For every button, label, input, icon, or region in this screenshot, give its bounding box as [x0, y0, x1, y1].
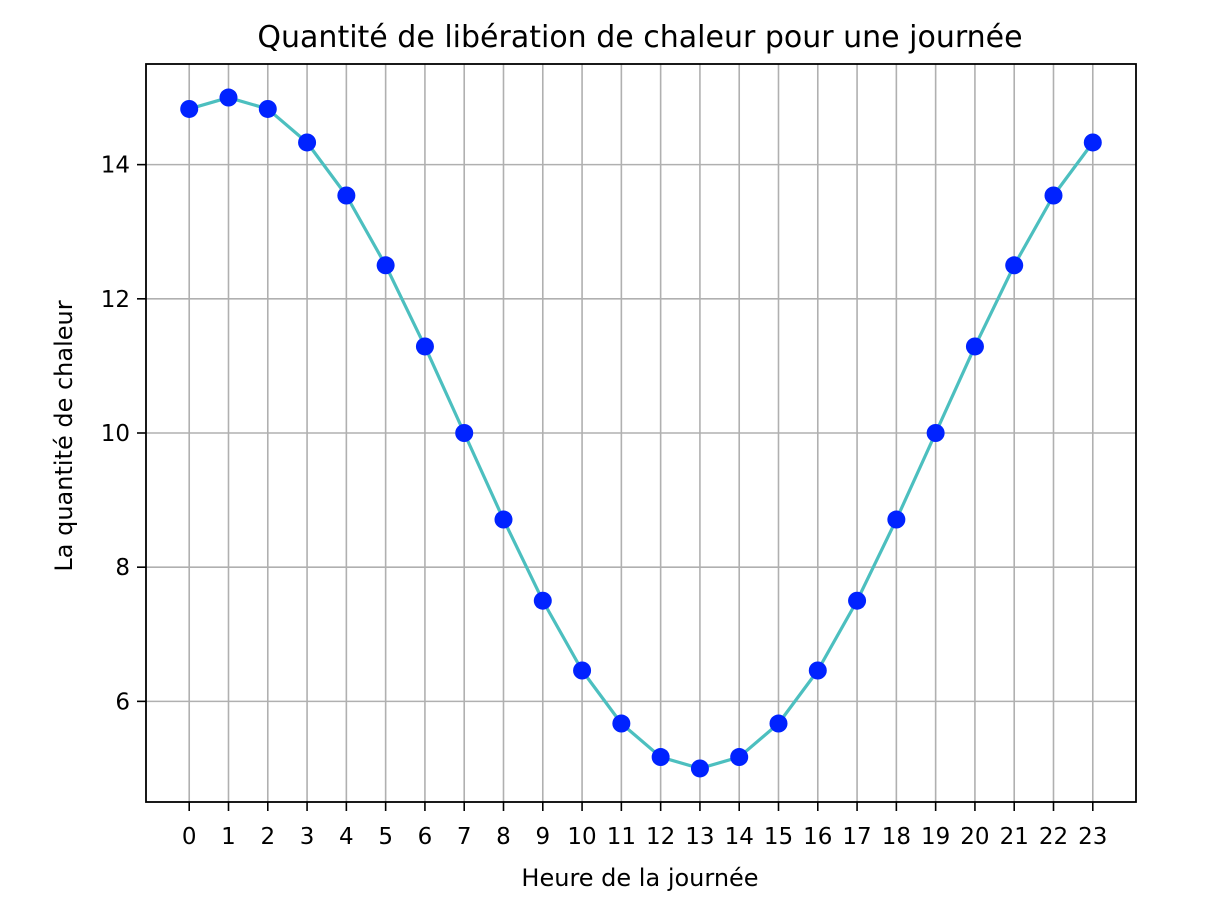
- x-tick-label: 4: [339, 824, 354, 850]
- x-tick-label: 10: [567, 824, 596, 850]
- y-tick-label: 14: [101, 153, 130, 179]
- x-tick-label: 20: [960, 824, 989, 850]
- data-point: [415, 337, 434, 356]
- data-point: [219, 88, 238, 107]
- x-tick-label: 5: [378, 824, 393, 850]
- y-tick-label: 6: [115, 689, 130, 715]
- data-point: [1044, 186, 1063, 205]
- data-point: [1083, 133, 1102, 152]
- x-tick-label: 19: [921, 824, 950, 850]
- data-point: [180, 99, 199, 118]
- tick-layer: 0 1 2 3 4 5 6 7 8 9 10 11 12 13 14 15 16 17 18 19 20 21 22 2368…: [101, 153, 1108, 850]
- x-tick-label: 11: [607, 824, 636, 850]
- x-tick-label: 17: [842, 824, 871, 850]
- data-point: [808, 661, 827, 680]
- x-tick-label: 23: [1078, 824, 1107, 850]
- series-line: [188, 95, 1095, 771]
- data-point: [690, 759, 709, 778]
- x-axis-label: Heure de la journée: [521, 864, 758, 892]
- x-tick-label: 15: [764, 824, 793, 850]
- data-point: [612, 714, 631, 733]
- x-tick-label: 3: [300, 824, 315, 850]
- data-point: [573, 661, 592, 680]
- x-tick-label: 22: [1039, 824, 1068, 850]
- data-point: [258, 99, 277, 118]
- series-layer: [180, 88, 1102, 778]
- data-point: [455, 424, 474, 442]
- y-tick-label: 8: [115, 555, 130, 581]
- data-point: [965, 337, 984, 356]
- x-tick-label: 1: [221, 824, 236, 850]
- data-point: [298, 133, 317, 152]
- x-tick-label: 16: [803, 824, 832, 850]
- data-point: [848, 591, 867, 610]
- grid-layer: [146, 64, 1136, 802]
- x-tick-label: 13: [685, 824, 714, 850]
- y-tick-label: 12: [101, 287, 130, 313]
- x-tick-label: 6: [418, 824, 433, 850]
- data-point: [1005, 256, 1024, 275]
- x-tick-label: 0: [182, 824, 197, 850]
- data-point: [926, 424, 945, 442]
- data-point: [887, 510, 906, 529]
- x-tick-label: 9: [535, 824, 550, 850]
- data-point: [730, 748, 749, 767]
- y-tick-label: 10: [101, 421, 130, 447]
- x-tick-label: 21: [1000, 824, 1029, 850]
- x-tick-label: 14: [725, 824, 754, 850]
- data-point: [533, 591, 552, 610]
- data-point: [769, 714, 788, 733]
- x-tick-label: 2: [260, 824, 275, 850]
- x-tick-label: 7: [457, 824, 472, 850]
- y-axis-label: La quantité de chaleur: [50, 300, 78, 571]
- data-point: [494, 510, 513, 529]
- x-tick-label: 8: [496, 824, 511, 850]
- x-tick-label: 18: [882, 824, 911, 850]
- data-point: [376, 256, 395, 275]
- x-tick-label: 12: [646, 824, 675, 850]
- chart-title: Quantité de libération de chaleur pour u…: [257, 20, 1022, 55]
- data-point: [337, 186, 356, 205]
- data-point: [651, 748, 670, 767]
